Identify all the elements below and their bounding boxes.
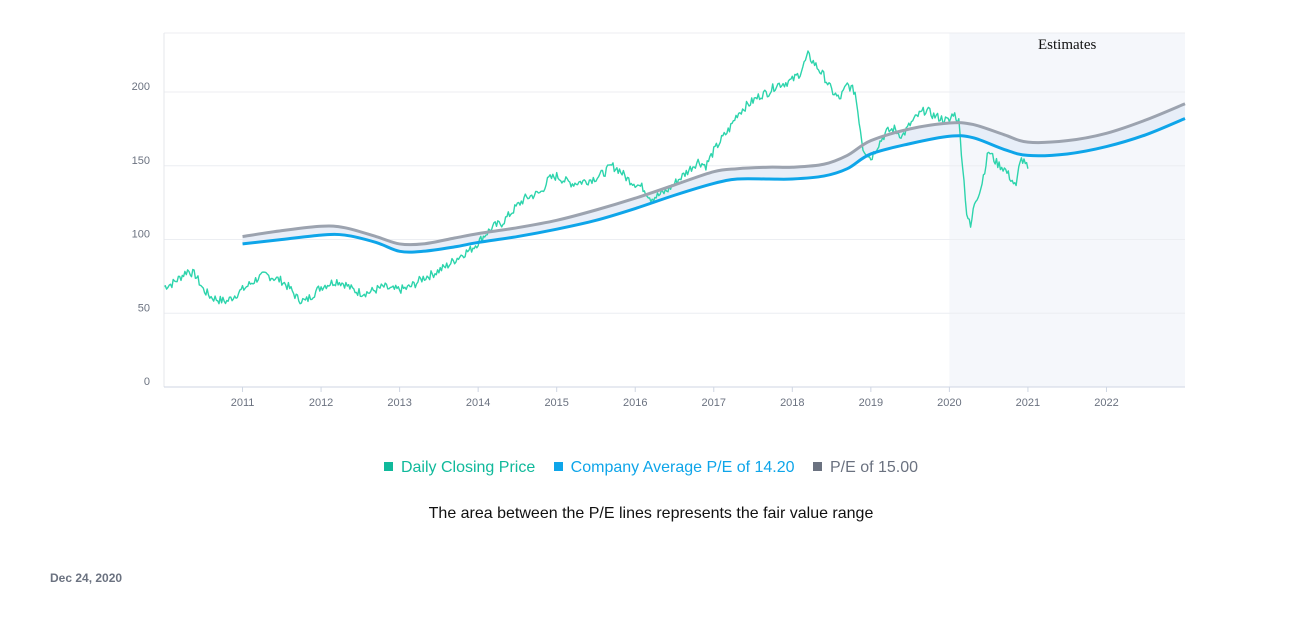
date-stamp: Dec 24, 2020 [50, 571, 123, 585]
x-tick-label: 2021 [1016, 397, 1040, 409]
series-line-company-average-pe [242, 117, 1186, 254]
legend-item-daily-closing-price[interactable]: Daily Closing Price [383, 459, 536, 477]
legend-item-company-average-pe[interactable]: Company Average P/E of 14.20 [553, 459, 795, 477]
legend-label: P/E of 15.00 [829, 459, 919, 476]
legend-swatch [553, 462, 563, 471]
fair-value-note: The area between the P/E lines represent… [428, 505, 874, 522]
series-line-pe-15 [242, 102, 1186, 247]
y-tick-label: 0 [144, 376, 150, 388]
y-tick-label: 150 [132, 155, 150, 167]
x-tick-label: 2020 [937, 397, 961, 409]
series-line-daily-closing-price [163, 50, 1029, 305]
x-axis-ticks: 2011 2012 2013 2014 2015 2016 2017 2018 2019 2020… [231, 387, 1119, 409]
x-tick-label: 2019 [859, 397, 883, 409]
legend: Daily Closing Price Company Average P/E … [0, 459, 1302, 477]
legend-label: Company Average P/E of 14.20 [570, 459, 795, 476]
x-tick-label: 2012 [309, 397, 333, 409]
legend-item-pe-15[interactable]: P/E of 15.00 [812, 459, 919, 477]
y-tick-label: 50 [138, 302, 150, 314]
estimates-region [949, 33, 1185, 387]
x-tick-label: 2016 [623, 397, 647, 409]
x-tick-label: 2017 [702, 397, 726, 409]
estimates-label: Estimates [1038, 37, 1096, 53]
x-tick-label: 2014 [466, 397, 490, 409]
series-group [163, 50, 1186, 305]
x-tick-label: 2013 [387, 397, 411, 409]
x-tick-label: 2015 [544, 397, 568, 409]
fair-value-area [242, 103, 1185, 253]
y-axis-ticks: 0 50 100 150 200 [132, 81, 150, 388]
legend-swatch [812, 462, 822, 471]
y-tick-label: 200 [132, 81, 150, 93]
legend-swatch [383, 462, 393, 471]
x-tick-label: 2011 [231, 397, 255, 409]
x-tick-label: 2018 [780, 397, 804, 409]
y-tick-label: 100 [132, 229, 150, 241]
x-tick-label: 2022 [1094, 397, 1118, 409]
legend-label: Daily Closing Price [400, 459, 536, 476]
